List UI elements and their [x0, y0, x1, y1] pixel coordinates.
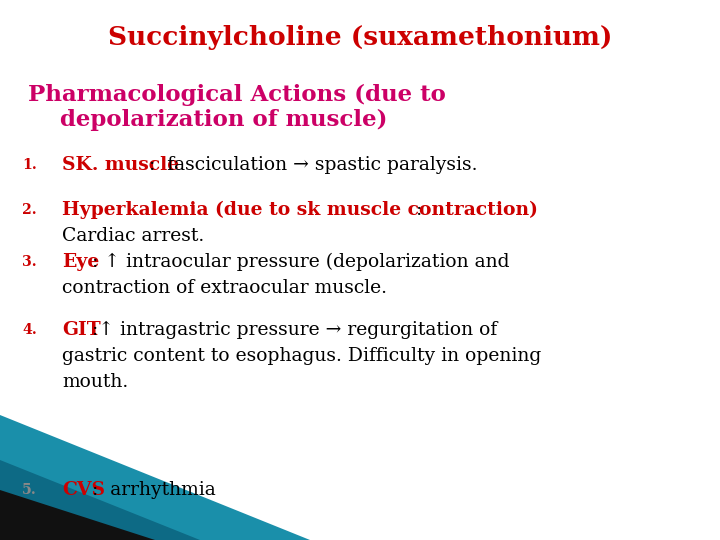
Polygon shape [0, 415, 310, 540]
Text: :: : [410, 201, 423, 219]
Text: gastric content to esophagus. Difficulty in opening: gastric content to esophagus. Difficulty… [62, 347, 541, 365]
Text: contraction of extraocular muscle.: contraction of extraocular muscle. [62, 279, 387, 297]
Text: Eye: Eye [62, 253, 99, 271]
Text: Cardiac arrest.: Cardiac arrest. [62, 227, 204, 245]
Text: :  fasciculation → spastic paralysis.: : fasciculation → spastic paralysis. [143, 156, 477, 174]
Text: SK. muscle: SK. muscle [62, 156, 179, 174]
Text: depolarization of muscle): depolarization of muscle) [28, 109, 387, 131]
Polygon shape [0, 460, 200, 540]
Text: Pharmacological Actions (due to: Pharmacological Actions (due to [28, 84, 446, 106]
Text: 3.: 3. [22, 255, 37, 269]
Polygon shape [0, 490, 240, 540]
Text: Hyperkalemia (due to sk muscle contraction): Hyperkalemia (due to sk muscle contracti… [62, 201, 538, 219]
Text: : ↑ intraocular pressure (depolarization and: : ↑ intraocular pressure (depolarization… [86, 253, 510, 271]
Text: 4.: 4. [22, 323, 37, 337]
Text: 1.: 1. [22, 158, 37, 172]
Text: 2.: 2. [22, 203, 37, 217]
Text: Succinylcholine (suxamethonium): Succinylcholine (suxamethonium) [108, 25, 612, 51]
Text: :↑ intragastric pressure → regurgitation of: :↑ intragastric pressure → regurgitation… [86, 321, 498, 339]
Text: 5.: 5. [22, 483, 37, 497]
Text: GIT: GIT [62, 321, 101, 339]
Text: CVS: CVS [62, 481, 105, 499]
Text: mouth.: mouth. [62, 373, 128, 391]
Text: :  arrhythmia: : arrhythmia [86, 481, 216, 499]
